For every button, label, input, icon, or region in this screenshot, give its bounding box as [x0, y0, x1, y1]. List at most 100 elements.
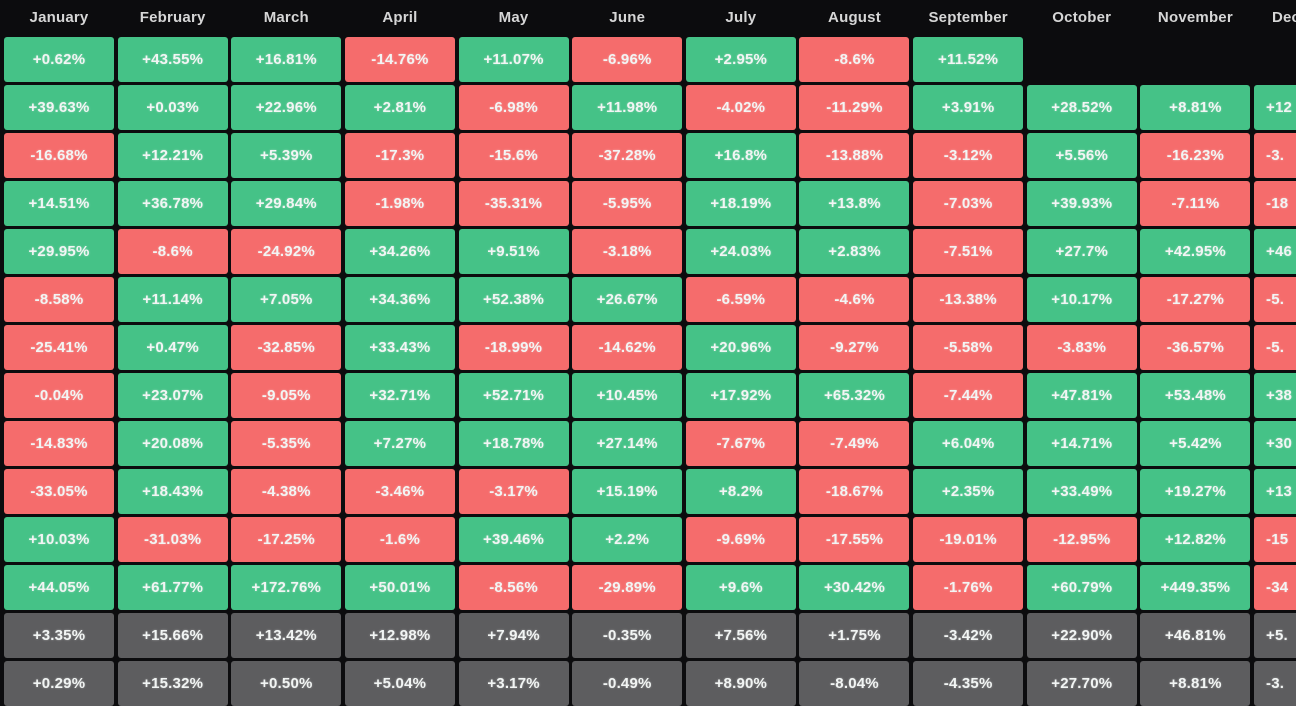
return-cell: +18.19% [685, 181, 796, 226]
return-cell: -4.6% [799, 277, 910, 322]
return-cell: -17.55% [799, 517, 910, 562]
return-cell: +23.07% [117, 373, 228, 418]
return-cell: -4.35% [913, 661, 1024, 706]
return-cell: +449.35% [1140, 565, 1251, 610]
return-cell: +6.04% [913, 421, 1024, 466]
return-cell: +38 [1254, 373, 1296, 418]
return-cell: -17.25% [231, 517, 342, 562]
return-cell: +0.03% [117, 85, 228, 130]
return-cell: +19.27% [1140, 469, 1251, 514]
return-cell: +12.98% [344, 613, 455, 658]
return-cell: +2.35% [913, 469, 1024, 514]
return-cell: +2.2% [572, 517, 683, 562]
return-cell: -15 [1254, 517, 1296, 562]
return-cell: -31.03% [117, 517, 228, 562]
return-cell: +46.81% [1140, 613, 1251, 658]
return-cell: -14.83% [4, 421, 114, 466]
empty-cell [1140, 37, 1250, 82]
return-cell: +7.94% [458, 613, 569, 658]
return-cell: +2.95% [685, 37, 796, 82]
month-header-march: March [263, 8, 309, 26]
return-cell: +22.96% [231, 85, 342, 130]
return-cell: -3. [1254, 661, 1296, 706]
month-header-october: October [1052, 8, 1112, 26]
return-cell: -9.69% [685, 517, 796, 562]
return-cell: -15.6% [458, 133, 569, 178]
return-cell: -7.51% [913, 229, 1024, 274]
return-cell: +46 [1254, 229, 1296, 274]
return-cell: +52.38% [458, 277, 569, 322]
return-cell: -4.02% [685, 85, 796, 130]
return-cell: -7.11% [1140, 181, 1251, 226]
month-header-april: April [382, 8, 418, 26]
return-cell: +17.92% [685, 373, 796, 418]
return-cell: -9.05% [231, 373, 342, 418]
return-cell: -32.85% [231, 325, 342, 370]
return-cell: +14.51% [4, 181, 114, 226]
return-cell: -3.46% [344, 469, 455, 514]
return-cell: +8.90% [685, 661, 796, 706]
return-cell: +7.05% [231, 277, 342, 322]
return-cell: +27.7% [1026, 229, 1137, 274]
return-cell: -11.29% [799, 85, 910, 130]
return-cell: -8.56% [458, 565, 569, 610]
return-cell: +12.82% [1140, 517, 1251, 562]
return-cell: +9.6% [685, 565, 796, 610]
return-cell: -12.95% [1026, 517, 1137, 562]
return-cell: +12 [1254, 85, 1296, 130]
return-cell: +32.71% [344, 373, 455, 418]
return-cell: -17.27% [1140, 277, 1251, 322]
return-cell: -16.23% [1140, 133, 1251, 178]
return-cell: +42.95% [1140, 229, 1251, 274]
return-cell: +0.47% [117, 325, 228, 370]
return-cell: +44.05% [4, 565, 114, 610]
return-cell: +11.14% [117, 277, 228, 322]
return-cell: +13.42% [231, 613, 342, 658]
return-cell: +8.81% [1140, 661, 1251, 706]
return-cell: +36.78% [117, 181, 228, 226]
return-cell: +30 [1254, 421, 1296, 466]
return-cell: +50.01% [344, 565, 455, 610]
return-cell: -1.6% [344, 517, 455, 562]
return-cell: +15.66% [117, 613, 228, 658]
month-header-may: May [498, 8, 529, 26]
return-cell: -3.42% [913, 613, 1024, 658]
return-cell: +65.32% [799, 373, 910, 418]
return-cell: +28.52% [1026, 85, 1137, 130]
return-cell: +5.39% [231, 133, 342, 178]
return-cell: +22.90% [1026, 613, 1137, 658]
return-cell: -13.88% [799, 133, 910, 178]
return-cell: -18.99% [458, 325, 569, 370]
return-cell: +9.51% [458, 229, 569, 274]
return-cell: +33.49% [1026, 469, 1137, 514]
month-header-december: December [1271, 8, 1296, 26]
return-cell: +34.36% [344, 277, 455, 322]
return-cell: +5.42% [1140, 421, 1251, 466]
return-cell: -37.28% [572, 133, 683, 178]
return-cell: +47.81% [1026, 373, 1137, 418]
return-cell: +52.71% [458, 373, 569, 418]
return-cell: -7.67% [685, 421, 796, 466]
return-cell: +11.07% [458, 37, 569, 82]
return-cell: +2.81% [344, 85, 455, 130]
return-cell: -4.38% [231, 469, 342, 514]
return-cell: -29.89% [572, 565, 683, 610]
return-cell: -1.98% [344, 181, 455, 226]
return-cell: +16.81% [231, 37, 342, 82]
return-cell: +0.50% [231, 661, 342, 706]
return-cell: +10.17% [1026, 277, 1137, 322]
return-cell: -3.17% [458, 469, 569, 514]
return-cell: -33.05% [4, 469, 114, 514]
return-cell: +5. [1254, 613, 1296, 658]
return-cell: +3.17% [458, 661, 569, 706]
return-cell: -6.96% [572, 37, 683, 82]
return-cell: +33.43% [344, 325, 455, 370]
return-cell: +43.55% [117, 37, 228, 82]
return-cell: +20.08% [117, 421, 228, 466]
return-cell: -9.27% [799, 325, 910, 370]
return-cell: -19.01% [913, 517, 1024, 562]
month-header-january: January [29, 8, 89, 26]
empty-cell [1027, 37, 1137, 82]
return-cell: +39.93% [1026, 181, 1137, 226]
return-cell: -3.12% [913, 133, 1024, 178]
